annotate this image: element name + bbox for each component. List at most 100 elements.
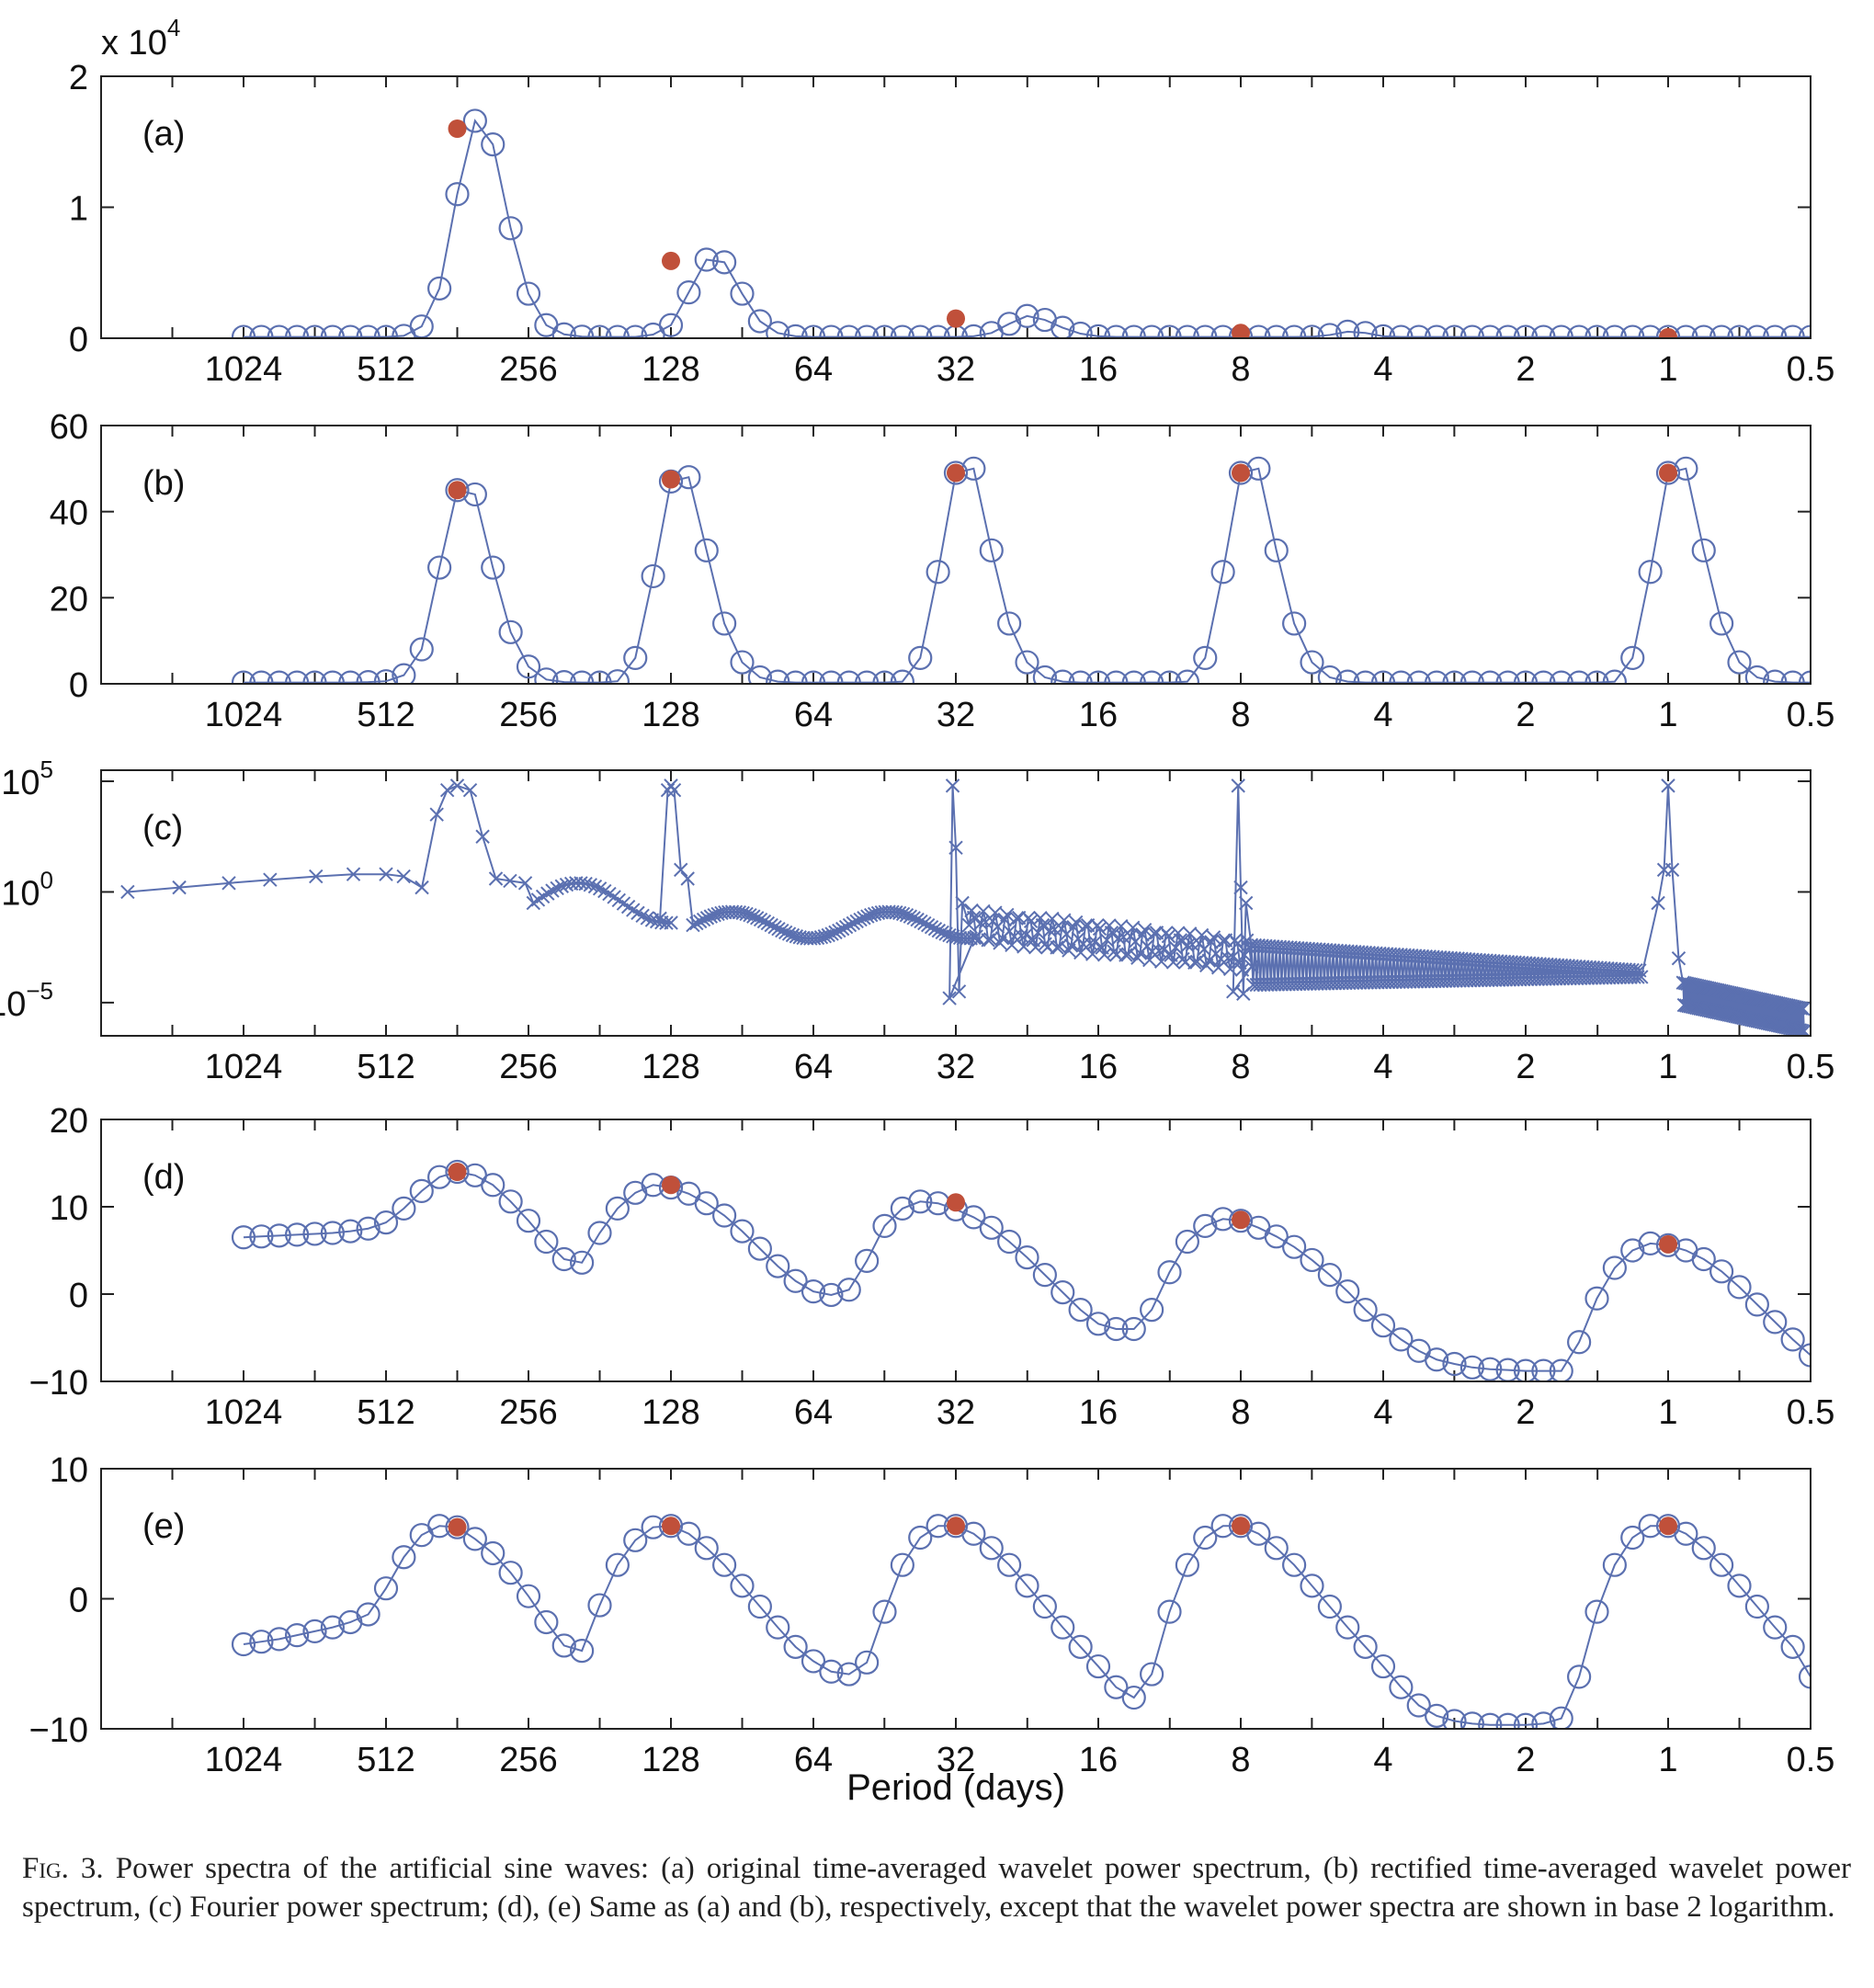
data-point <box>1520 971 1535 987</box>
data-point <box>1638 560 1663 585</box>
data-point <box>1602 669 1627 684</box>
data-point <box>689 915 704 931</box>
plot-area <box>231 456 1811 684</box>
data-point <box>692 914 708 929</box>
data-point <box>285 1222 310 1247</box>
data-point <box>1437 973 1453 989</box>
data-point <box>1204 935 1219 949</box>
data-point <box>1317 665 1342 684</box>
x-tick-label: 128 <box>642 696 699 734</box>
data-point <box>890 669 914 684</box>
data-point <box>1655 460 1681 485</box>
data-point <box>1264 977 1278 992</box>
data-point <box>1352 975 1368 990</box>
data-point <box>1406 670 1431 684</box>
data-point <box>766 321 790 338</box>
data-point <box>1602 324 1627 338</box>
data-point <box>1744 1594 1769 1619</box>
data-point <box>749 911 765 926</box>
data-point <box>1157 1260 1182 1285</box>
data-point <box>409 1178 434 1204</box>
data-point <box>445 182 470 207</box>
data-point <box>1264 324 1289 338</box>
x-tick-label: 256 <box>499 1393 557 1432</box>
data-point <box>1264 1224 1289 1249</box>
data-point <box>694 538 719 562</box>
data-point <box>783 670 808 684</box>
data-point <box>1161 928 1176 944</box>
data-point <box>263 872 278 887</box>
data-point <box>1057 913 1072 927</box>
y-tick-label: 0 <box>69 666 88 705</box>
data-point <box>1199 958 1214 973</box>
data-point <box>1193 1525 1218 1551</box>
data-point <box>1256 977 1271 993</box>
data-point <box>1409 974 1425 989</box>
data-point <box>819 324 844 338</box>
data-point <box>767 919 782 935</box>
data-point <box>1435 973 1449 989</box>
data-point <box>846 915 861 931</box>
panel-d: 1024 512 256 128 64 32 16 8 4 2 1 0.5 −10 0 10 20 (d) <box>29 1102 1835 1432</box>
data-point <box>926 560 950 585</box>
peak-marker <box>947 463 965 483</box>
data-point <box>1173 933 1188 948</box>
data-point <box>997 1229 1022 1255</box>
data-point <box>285 670 310 684</box>
data-point <box>1555 971 1571 986</box>
x-tick-label: 0.5 <box>1787 350 1835 389</box>
data-point <box>1051 1279 1075 1305</box>
x-tick-label: 32 <box>937 1741 975 1779</box>
data-point <box>1744 1292 1769 1317</box>
data-point <box>764 917 778 933</box>
axes-frame-overlay <box>100 425 1812 685</box>
data-point <box>1391 974 1406 990</box>
data-point <box>439 782 455 798</box>
data-point <box>1691 538 1716 562</box>
data-point <box>1175 1552 1199 1577</box>
data-point <box>1216 934 1231 949</box>
data-point <box>1780 324 1805 338</box>
data-point <box>231 1225 256 1250</box>
y-tick-label: 0 <box>69 1277 88 1315</box>
panel-c: 1024 512 256 128 64 32 16 8 4 2 1 0.5 10−5 100 105 (c) <box>0 755 1834 1086</box>
data-point <box>1062 943 1076 958</box>
data-point <box>1570 971 1584 986</box>
data-point <box>373 669 399 684</box>
data-point <box>730 650 755 675</box>
x-tick-label: 0.5 <box>1787 696 1835 734</box>
data-point <box>231 324 256 338</box>
data-point <box>338 670 363 684</box>
peak-marker <box>448 481 467 500</box>
data-point <box>1442 670 1467 684</box>
data-point <box>1559 971 1574 986</box>
data-point <box>1427 973 1442 989</box>
data-point <box>694 1536 719 1561</box>
data-point <box>302 324 327 338</box>
data-point <box>338 1219 363 1244</box>
data-point <box>1416 974 1432 989</box>
data-point <box>1193 324 1218 338</box>
data-point <box>481 1540 505 1566</box>
data-point <box>1798 670 1811 684</box>
data-point <box>979 1215 1004 1240</box>
data-point <box>1087 935 1103 949</box>
data-point <box>427 276 452 301</box>
data-point <box>356 670 380 684</box>
data-point <box>346 867 361 881</box>
data-point <box>1573 971 1588 985</box>
data-point <box>1137 923 1153 937</box>
x-tick-label: 1 <box>1658 1393 1677 1432</box>
data-point <box>1292 976 1307 992</box>
data-point <box>1584 1599 1609 1624</box>
data-point <box>1335 1615 1360 1640</box>
data-point <box>551 670 576 684</box>
data-point <box>498 1189 523 1214</box>
data-point <box>427 555 452 580</box>
data-point <box>1335 1279 1360 1304</box>
data-point <box>1549 1358 1573 1381</box>
data-point <box>1282 611 1307 636</box>
data-point <box>1473 972 1489 988</box>
data-point <box>1157 324 1182 338</box>
data-point <box>1120 947 1136 961</box>
